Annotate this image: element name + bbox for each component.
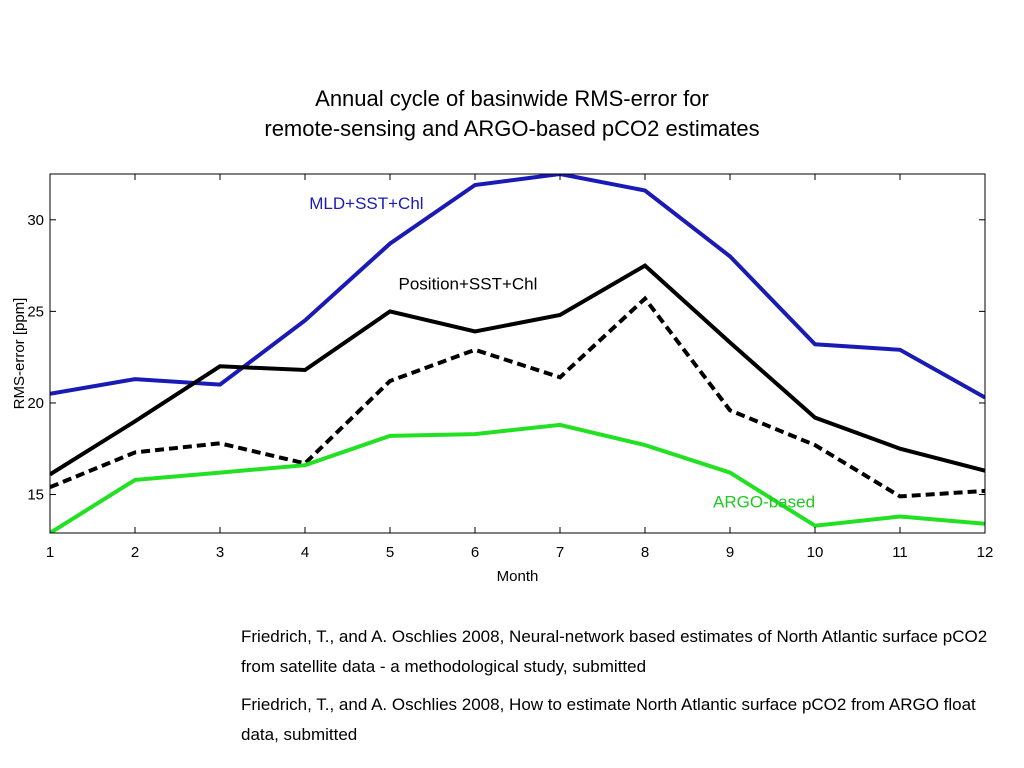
x-tick-label: 3	[216, 544, 224, 561]
series-annotation-3: ARGO-based	[713, 492, 815, 511]
series-annotations: MLD+SST+Chl Position+SST+Chl ARGO-based	[309, 194, 815, 512]
x-tick-label: 5	[386, 544, 394, 561]
series-lines	[50, 174, 985, 533]
x-tick-label: 2	[131, 544, 139, 561]
x-tick-label: 8	[641, 544, 649, 561]
reference-2: Friedrich, T., and A. Oschlies 2008, How…	[241, 695, 976, 744]
x-tick-label: 10	[807, 544, 824, 561]
plot-frame	[49, 173, 986, 534]
series-line-4	[50, 422, 985, 533]
series-line-1	[50, 174, 985, 400]
y-tick-label: 15	[27, 487, 44, 504]
chart-title-line-1: Annual cycle of basinwide RMS-error for	[315, 86, 709, 111]
y-tick-label: 20	[27, 395, 44, 412]
x-axis-label: Month	[497, 568, 539, 585]
y-axis-label: RMS-error [ppm]	[11, 298, 28, 410]
y-tick-label: 25	[27, 303, 44, 320]
x-tick-label: 6	[471, 544, 479, 561]
series-annotation-2: Position+SST+Chl	[399, 274, 538, 293]
reference-1: Friedrich, T., and A. Oschlies 2008, Neu…	[241, 627, 988, 676]
x-tick-label: 11	[892, 544, 908, 561]
chart-title-line-2: remote-sensing and ARGO-based pCO2 estim…	[264, 116, 760, 141]
series-line-2	[50, 263, 985, 477]
x-tick-label: 1	[46, 544, 54, 561]
x-tick-label: 9	[726, 544, 734, 561]
x-tick-label: 4	[301, 544, 309, 561]
y-tick-label: 30	[27, 212, 44, 229]
series-line-3	[50, 295, 985, 499]
references: Friedrich, T., and A. Oschlies 2008, Neu…	[241, 622, 1011, 758]
x-tick-label: 7	[556, 544, 564, 561]
series-annotation-1: MLD+SST+Chl	[309, 194, 423, 213]
x-tick-label: 12	[977, 544, 994, 561]
